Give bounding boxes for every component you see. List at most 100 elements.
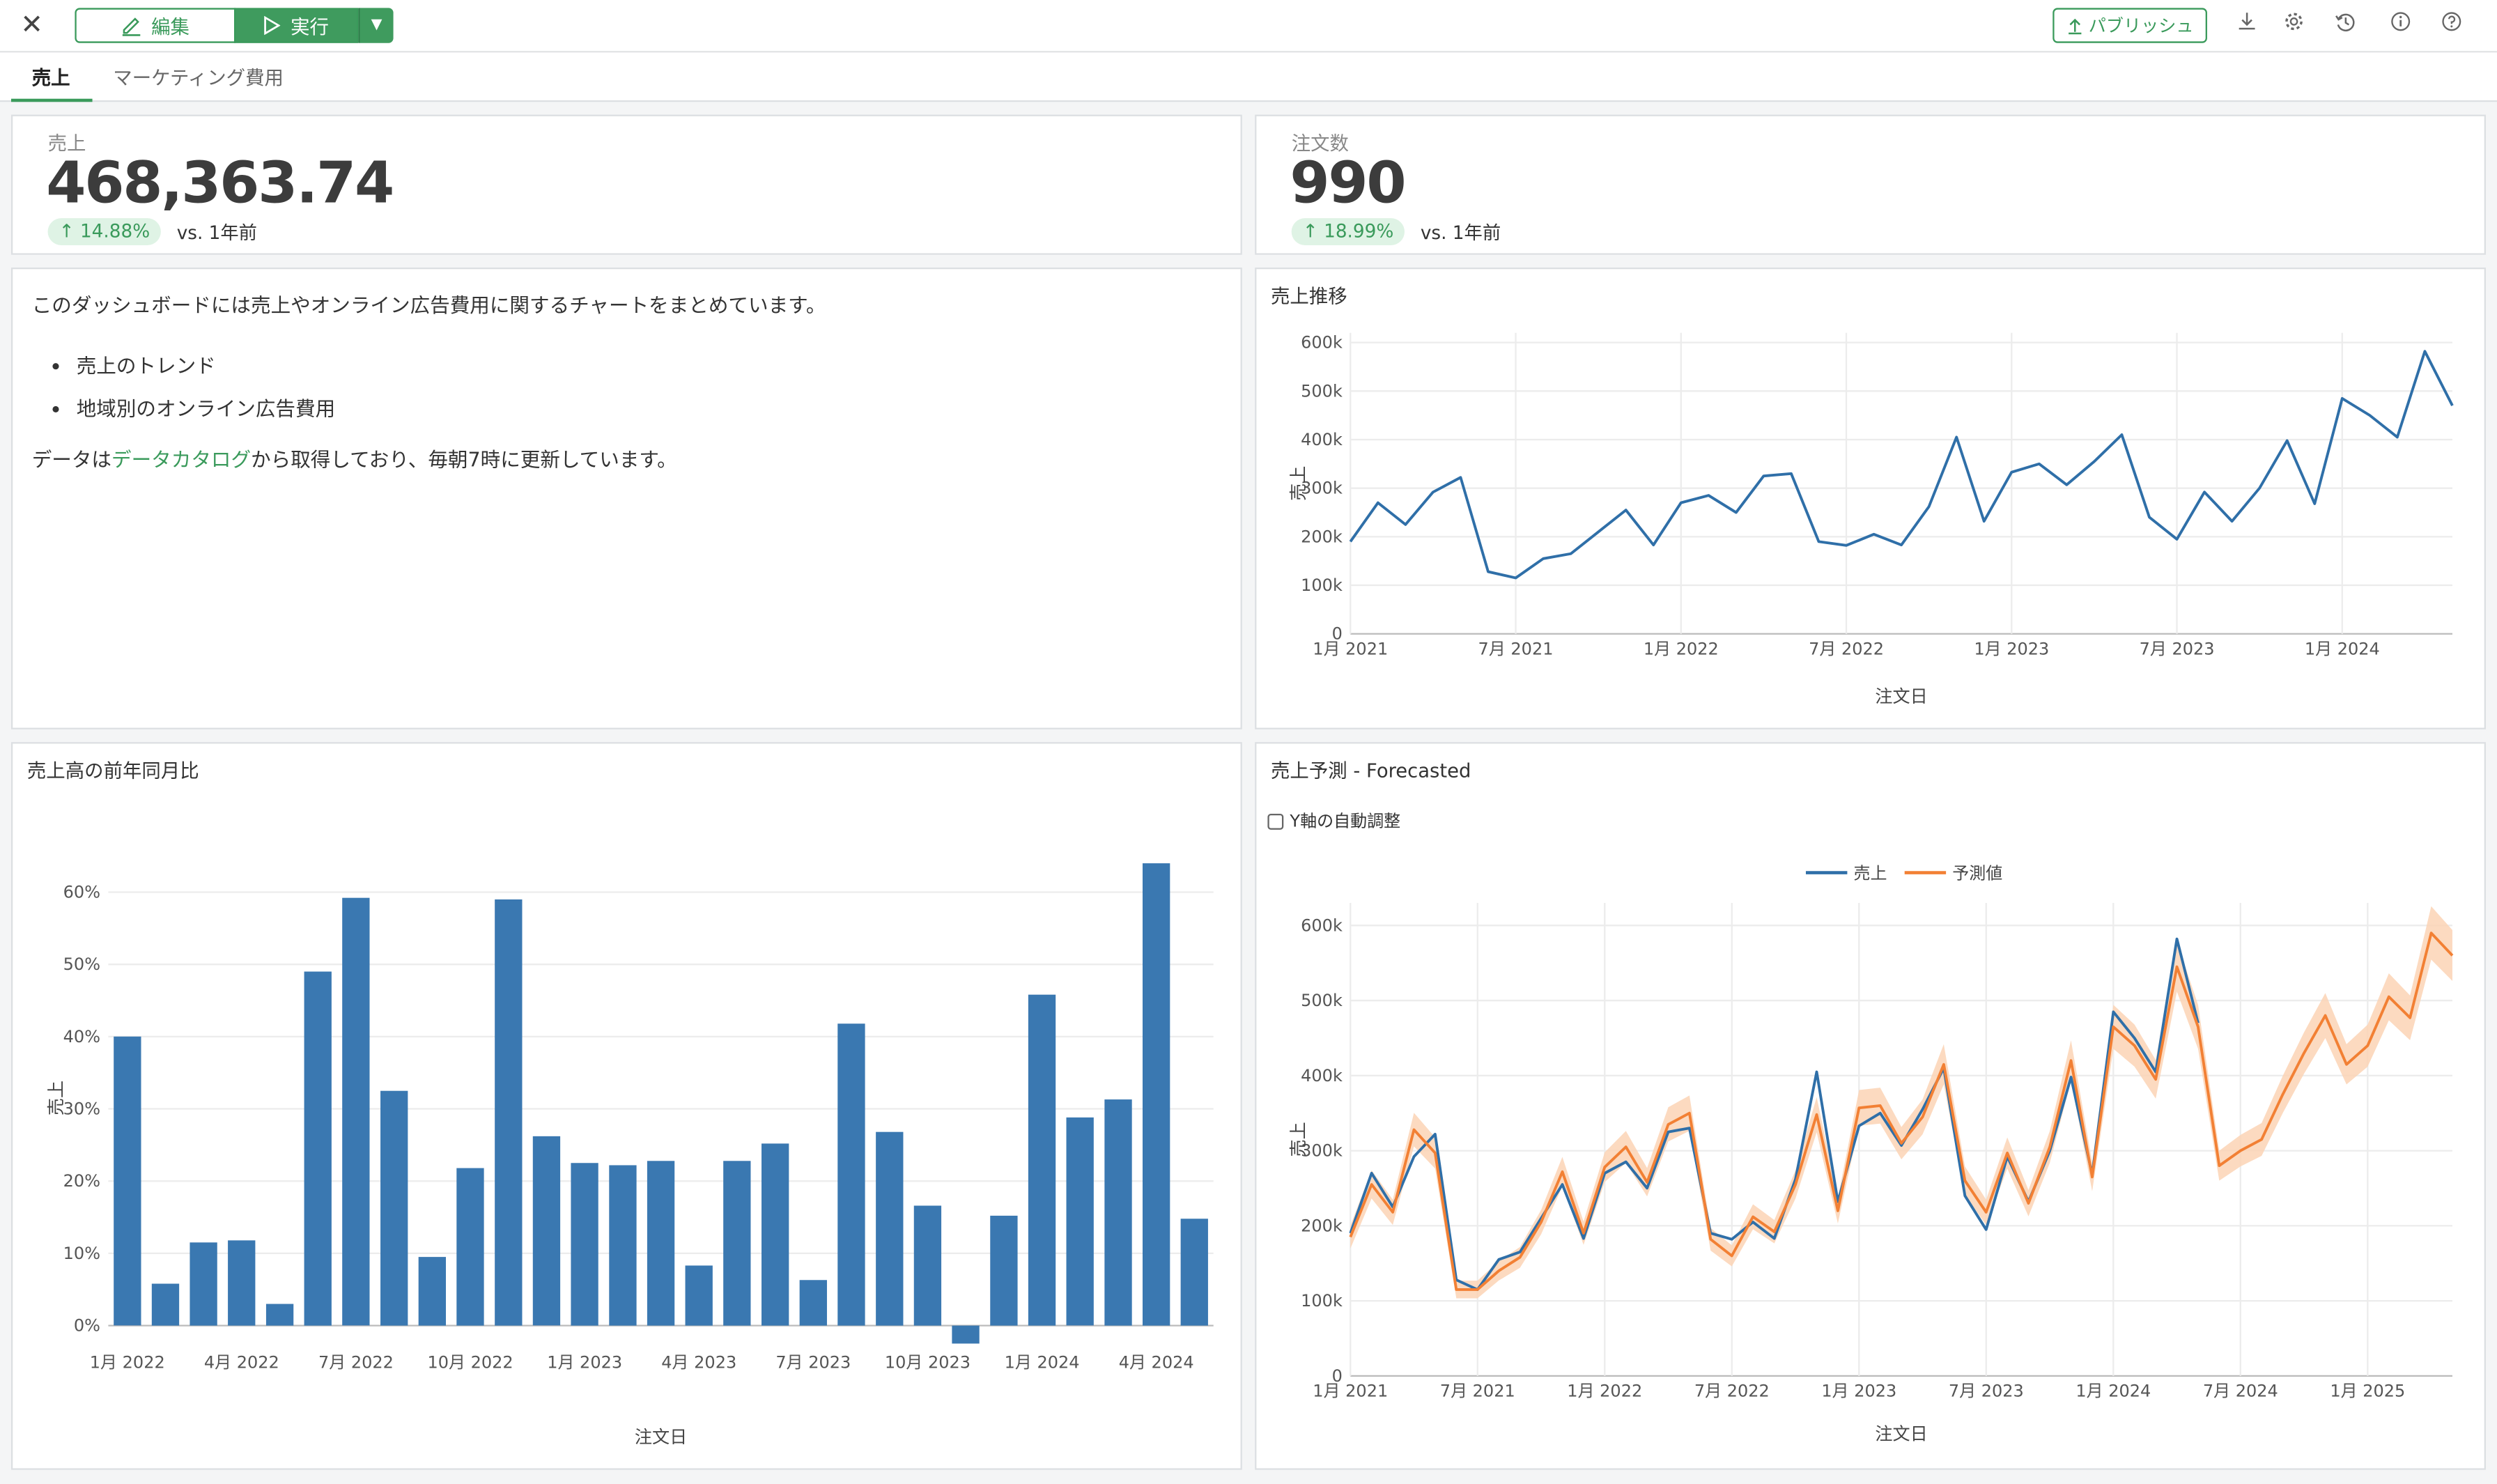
- x-axis-title: 注文日: [1875, 1423, 1927, 1444]
- active-tab-indicator: [10, 98, 93, 102]
- x-tick-label: 7月 2022: [1809, 639, 1884, 658]
- kpi-value: 468,363.74: [46, 151, 394, 217]
- bar: [532, 1136, 561, 1326]
- download-icon[interactable]: [2233, 11, 2262, 40]
- bar: [114, 1036, 141, 1326]
- y-axis-auto-checkbox[interactable]: Y軸の自動調整: [1267, 809, 1400, 833]
- forecast-chart[interactable]: 0 100k 200k 300k 400k 500k 600k 1月 2021 7月 2021 1…: [1256, 743, 2487, 1471]
- y-tick-label: 100k: [1301, 575, 1343, 595]
- y-tick-label: 300k: [1301, 1141, 1343, 1161]
- info-icon[interactable]: [2386, 11, 2414, 40]
- bar: [1066, 1117, 1094, 1326]
- x-tick-label: 4月 2023: [661, 1352, 736, 1372]
- x-tick-label: 1月 2025: [2330, 1382, 2405, 1401]
- kpi-compare-text: vs. 1年前: [1420, 221, 1501, 244]
- bar: [799, 1280, 827, 1326]
- gear-icon[interactable]: [2279, 11, 2307, 40]
- y-tick-label: 600k: [1301, 915, 1343, 935]
- bar: [1104, 1099, 1132, 1326]
- x-tick-label: 10月 2023: [885, 1352, 971, 1372]
- tab-bar: 売上 マーケティング費用: [0, 52, 2497, 102]
- chart-title: 売上高の前年同月比: [26, 759, 199, 782]
- kpi-card-sales: 売上 468,363.74 ↑ 14.88% vs. 1年前: [10, 114, 1242, 255]
- y-axis-title: 売上: [1288, 466, 1308, 501]
- publish-label: パブリッシュ: [2088, 15, 2194, 37]
- list-item: 地域別のオンライン広告費用: [77, 395, 826, 423]
- y-axis-title: 売上: [46, 1081, 66, 1115]
- yoy-card: 売上高の前年同月比 0% 10% 20% 30% 40% 50% 60% 1月 2022 4月 …: [10, 742, 1244, 1471]
- x-tick-label: 7月 2023: [2140, 639, 2215, 658]
- arrow-up-icon: ↑: [59, 219, 80, 242]
- run-dropdown-button[interactable]: ▼: [358, 8, 394, 43]
- forecast-card: 売上予測 - Forecasted Y軸の自動調整 0 100k 200k 300k 4…: [1255, 742, 2486, 1470]
- bar: [456, 1168, 484, 1326]
- x-tick-label: 4月 2022: [204, 1352, 279, 1372]
- x-tick-label: 1月 2021: [1313, 639, 1388, 658]
- x-tick-label: 1月 2022: [1644, 639, 1719, 658]
- bar: [342, 897, 370, 1326]
- yoy-bar-chart[interactable]: 0% 10% 20% 30% 40% 50% 60% 1月 2022 4月 2022 7月 202…: [13, 743, 1244, 1471]
- kpi-value: 990: [1290, 151, 1406, 217]
- x-tick-label: 1月 2024: [2075, 1382, 2151, 1401]
- x-tick-label: 1月 2024: [2305, 639, 2380, 658]
- kpi-change-badge: ↑ 18.99%: [1291, 218, 1405, 245]
- run-button[interactable]: 実行: [233, 8, 359, 43]
- upload-icon: [2067, 17, 2081, 34]
- y-tick-label: 200k: [1301, 1216, 1343, 1235]
- bar: [1028, 994, 1056, 1326]
- help-icon[interactable]: [2436, 11, 2465, 40]
- x-tick-label: 1月 2023: [1974, 639, 2049, 658]
- tab-sales[interactable]: 売上: [31, 66, 70, 89]
- history-icon[interactable]: [2331, 11, 2360, 40]
- tab-marketing-cost[interactable]: マーケティング費用: [113, 66, 284, 89]
- y-tick-label: 0: [1332, 624, 1343, 644]
- y-tick-label: 600k: [1301, 333, 1343, 353]
- y-tick-label: 20%: [63, 1171, 100, 1191]
- bar: [913, 1205, 942, 1326]
- x-axis-title: 注文日: [635, 1427, 687, 1447]
- sales-trend-card: 売上推移 0 100k 200k 300k 400k 500k 600k 1月 2021 7月 …: [1255, 267, 2487, 731]
- bar: [876, 1131, 904, 1326]
- chart-title: 売上予測 - Forecasted: [1270, 759, 1471, 782]
- legend-label: 売上: [1854, 864, 1887, 883]
- kpi-card-orders: 注文数 990 ↑ 18.99% vs. 1年前: [1255, 114, 2486, 255]
- y-tick-label: 50%: [63, 954, 100, 974]
- arrow-up-icon: ↑: [1302, 219, 1324, 242]
- intro-text: このダッシュボードには売上やオンライン広告費用に関するチャートをまとめています。: [31, 293, 826, 317]
- chevron-down-icon: ▼: [371, 17, 382, 33]
- checkbox-box[interactable]: [1267, 812, 1284, 829]
- kpi-label: 注文数: [1291, 132, 1350, 155]
- kpi-label: 売上: [47, 132, 86, 155]
- publish-button[interactable]: パブリッシュ: [2053, 8, 2207, 43]
- checkbox-label: Y軸の自動調整: [1290, 812, 1401, 832]
- bar: [304, 971, 332, 1326]
- close-icon[interactable]: ✕: [20, 9, 43, 42]
- x-tick-label: 1月 2022: [1567, 1382, 1642, 1401]
- x-tick-label: 7月 2021: [1478, 639, 1554, 658]
- bar: [990, 1215, 1018, 1326]
- edit-button[interactable]: 編集: [75, 8, 236, 43]
- bar: [265, 1304, 294, 1326]
- series-line-sales: [1349, 350, 2454, 580]
- top-toolbar: ✕ 編集 実行 ▼ パブリッシュ: [0, 0, 2497, 53]
- play-icon: [265, 15, 281, 36]
- kpi-change-value: 18.99%: [1324, 219, 1394, 242]
- chart-title: 売上推移: [1270, 285, 1347, 308]
- bar: [647, 1161, 675, 1326]
- y-tick-label: 10%: [63, 1244, 100, 1263]
- bar: [1180, 1219, 1208, 1326]
- y-tick-label: 60%: [63, 882, 100, 902]
- bar: [837, 1023, 865, 1326]
- data-catalog-link[interactable]: データカタログ: [111, 447, 252, 471]
- y-tick-label: 0%: [74, 1316, 100, 1336]
- run-label: 実行: [291, 15, 329, 38]
- x-tick-label: 4月 2024: [1119, 1352, 1194, 1372]
- x-tick-label: 10月 2022: [427, 1352, 513, 1372]
- bar: [495, 899, 523, 1326]
- legend-label: 予測値: [1952, 864, 2002, 883]
- x-tick-label: 7月 2022: [1694, 1382, 1770, 1401]
- y-tick-label: 400k: [1301, 1066, 1343, 1085]
- bar: [1142, 863, 1170, 1326]
- sales-trend-chart[interactable]: 0 100k 200k 300k 400k 500k 600k 1月 2021 7月 2021 1…: [1256, 269, 2487, 731]
